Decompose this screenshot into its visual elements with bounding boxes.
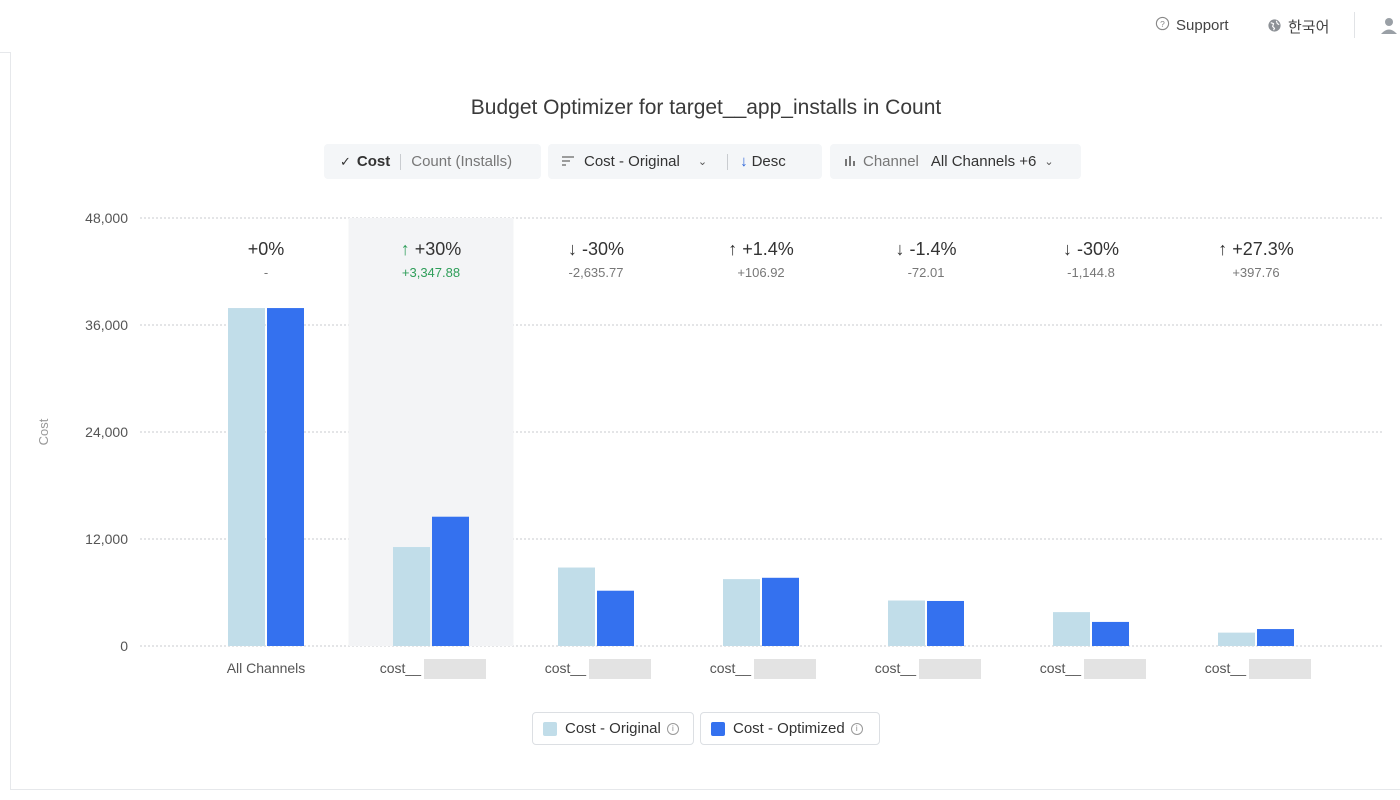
sort-order-button[interactable]: Desc: [751, 153, 786, 170]
bar-original: [558, 567, 595, 646]
y-tick-label: 12,000: [85, 531, 128, 547]
x-tick-label: cost__: [710, 660, 751, 676]
language-label: 한국어: [1288, 19, 1330, 36]
legend-original-swatch: [543, 721, 557, 736]
redacted-channel-name: [1084, 659, 1146, 679]
redacted-channel-name: [754, 659, 816, 679]
highlight-band: [348, 218, 514, 646]
bar-optimized: [267, 308, 304, 646]
svg-text:?: ?: [1160, 19, 1165, 29]
chevron-down-icon[interactable]: ⌄: [697, 156, 708, 168]
change-delta: -: [264, 265, 268, 280]
change-delta: +106.92: [737, 265, 784, 280]
y-axis-label: Cost: [36, 418, 51, 445]
y-tick-label: 48,000: [85, 210, 128, 226]
change-delta: -72.01: [908, 265, 945, 280]
change-percent: ↑ +27.3%: [1218, 239, 1294, 259]
legend-optimized[interactable]: Cost - Optimized i: [700, 712, 880, 745]
support-link[interactable]: ? Support: [1155, 16, 1229, 34]
sort-field-dropdown[interactable]: Cost - Original: [584, 153, 680, 170]
redacted-channel-name: [919, 659, 981, 679]
change-delta: +3,347.88: [402, 265, 460, 280]
top-bar: ? Support 한국어: [0, 0, 1400, 53]
redacted-channel-name: [424, 659, 486, 679]
channel-filter[interactable]: Channel All Channels +6 ⌄: [830, 144, 1081, 179]
bar-optimized: [762, 577, 799, 646]
arrow-down-icon: ↓: [740, 153, 748, 170]
x-tick-label: cost__: [1205, 660, 1246, 676]
bar-optimized: [432, 516, 469, 646]
bar-chart-icon: [844, 153, 856, 170]
change-percent: ↑ +1.4%: [728, 239, 794, 259]
bar-optimized: [597, 590, 634, 646]
y-tick-label: 36,000: [85, 317, 128, 333]
legend-original-label: Cost - Original: [565, 720, 661, 737]
metric-separator: [400, 153, 402, 170]
help-circle-icon: ?: [1155, 16, 1170, 34]
legend-optimized-label: Cost - Optimized: [733, 720, 845, 737]
change-delta: -2,635.77: [569, 265, 624, 280]
globe-icon: [1267, 18, 1282, 36]
bar-original: [723, 579, 760, 646]
y-tick-label: 24,000: [85, 424, 128, 440]
x-tick-label: cost__: [875, 660, 916, 676]
change-percent: ↓ -30%: [568, 239, 624, 259]
info-icon[interactable]: i: [666, 722, 679, 735]
legend-optimized-swatch: [711, 721, 725, 736]
sort-control: Cost - Original ⌄ ↓ Desc: [548, 144, 822, 179]
language-selector[interactable]: 한국어: [1267, 16, 1329, 37]
metric-cost-option[interactable]: Cost: [356, 153, 391, 170]
x-tick-label: cost__: [380, 660, 421, 676]
bar-original: [1218, 632, 1255, 646]
header-divider: [1354, 12, 1355, 38]
sort-separator: [727, 153, 729, 170]
change-percent: ↓ -30%: [1063, 239, 1119, 259]
redacted-channel-name: [589, 659, 651, 679]
bar-optimized: [1092, 621, 1129, 646]
redacted-channel-name: [1249, 659, 1311, 679]
metric-count-option[interactable]: Count (Installs): [411, 153, 513, 170]
channel-value[interactable]: All Channels +6: [930, 153, 1037, 170]
chart-title: Budget Optimizer for target__app_install…: [470, 96, 942, 119]
change-delta: -1,144.8: [1067, 265, 1115, 280]
metric-toggle: ✓ Cost Count (Installs): [324, 144, 541, 179]
bar-optimized: [1257, 629, 1294, 646]
support-label: Support: [1176, 16, 1229, 34]
x-tick-label: cost__: [1040, 660, 1081, 676]
change-percent: ↓ -1.4%: [895, 239, 956, 259]
info-icon[interactable]: i: [850, 722, 863, 735]
bar-optimized: [927, 600, 964, 646]
change-percent: +0%: [248, 239, 285, 259]
bar-original: [1053, 612, 1090, 646]
check-icon: ✓: [340, 153, 351, 169]
bar-original: [888, 600, 925, 646]
change-delta: +397.76: [1232, 265, 1279, 280]
bar-original: [393, 547, 430, 646]
bar-original: [228, 308, 265, 646]
bar-chart: 0 12,000 24,000 36,000 48,000 Cost All Channel…: [36, 210, 1382, 679]
sort-lines-icon: [562, 153, 575, 170]
legend-original[interactable]: Cost - Original i: [532, 712, 694, 745]
x-tick-label: All Channels: [227, 660, 306, 676]
x-tick-label: cost__: [545, 660, 586, 676]
channel-label: Channel: [863, 153, 919, 170]
change-percent: ↑ +30%: [401, 239, 462, 259]
user-avatar-icon[interactable]: [1378, 14, 1400, 36]
y-tick-label: 0: [120, 638, 128, 654]
chevron-down-icon[interactable]: ⌄: [1044, 156, 1054, 168]
